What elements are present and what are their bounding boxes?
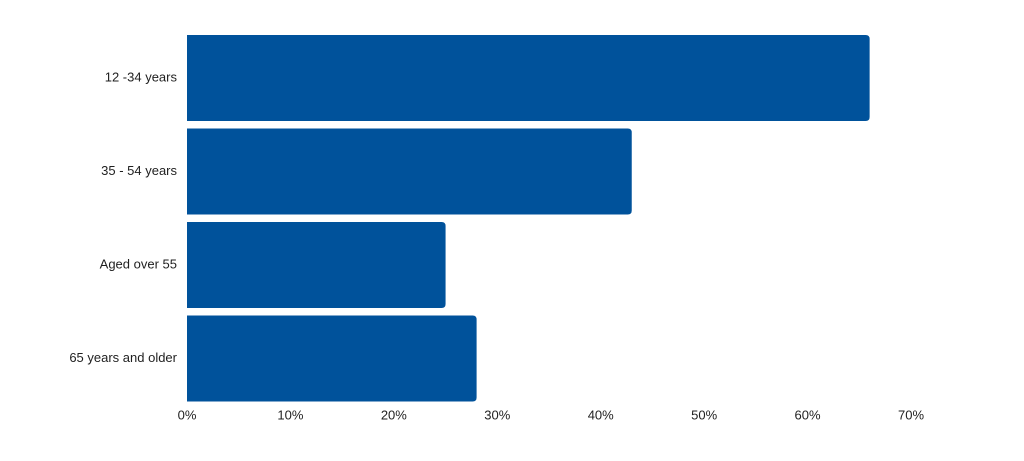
x-tick-label-6: 60% [795,407,821,422]
x-tick-label-7: 70% [898,407,924,422]
category-label-1: 35 - 54 years [101,163,177,178]
category-label-2: Aged over 55 [100,256,177,271]
x-tick-label-0: 0% [178,407,197,422]
category-labels: 12 -34 years 35 - 54 years Aged over 55 65 … [69,69,177,365]
x-tick-label-5: 50% [691,407,717,422]
x-tick-label-2: 20% [381,407,407,422]
bar-0 [187,35,870,121]
category-label-0: 12 -34 years [105,69,178,84]
x-tick-label-4: 40% [588,407,614,422]
bars-group [187,35,870,402]
bar-1 [187,128,632,215]
bar-2 [187,222,446,308]
category-label-3: 65 years and older [69,350,177,365]
bar-3 [187,315,477,402]
x-tick-label-1: 10% [277,407,303,422]
x-tick-label-3: 30% [484,407,510,422]
x-axis-tick-labels: 0% 10% 20% 30% 40% 50% 60% 70% [178,407,925,422]
